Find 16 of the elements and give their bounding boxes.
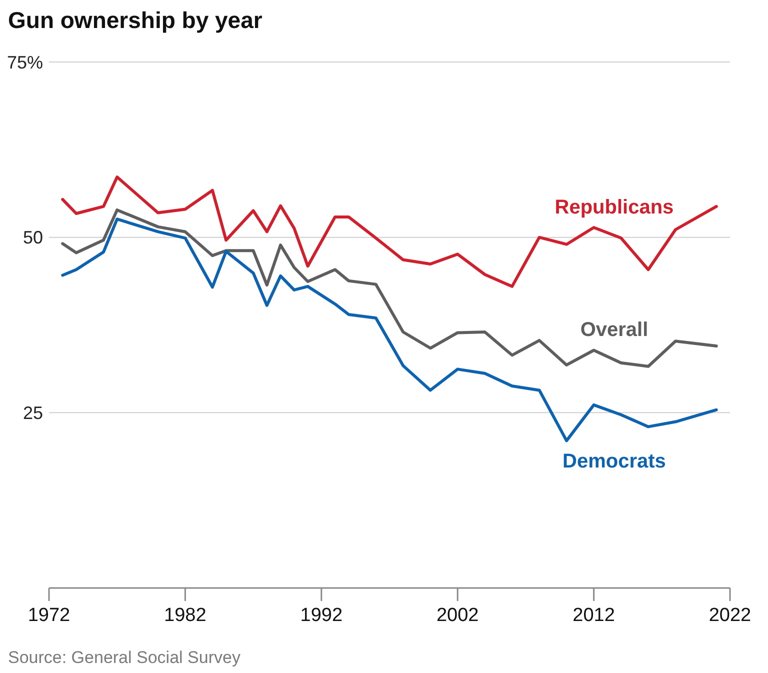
series-label: Overall [580,319,648,342]
x-tick-label: 2002 [436,605,479,626]
line-series [61,218,718,442]
y-tick-label: 50 [22,228,43,248]
series-label: Republicans [554,196,674,219]
x-tick-label: 1972 [28,605,70,626]
x-tick-label: 1992 [300,605,343,626]
y-tick-label: 25 [22,402,43,423]
source-note: Source: General Social Survey [8,648,241,667]
y-tick-label: 75% [6,52,43,72]
chart-title: Gun ownership by year [8,7,262,33]
series-label: Democrats [562,450,666,473]
line-series [61,176,718,288]
x-tick-label: 1982 [164,605,206,626]
x-tick-label: 2022 [708,605,752,626]
x-tick-label: 2012 [572,605,615,626]
